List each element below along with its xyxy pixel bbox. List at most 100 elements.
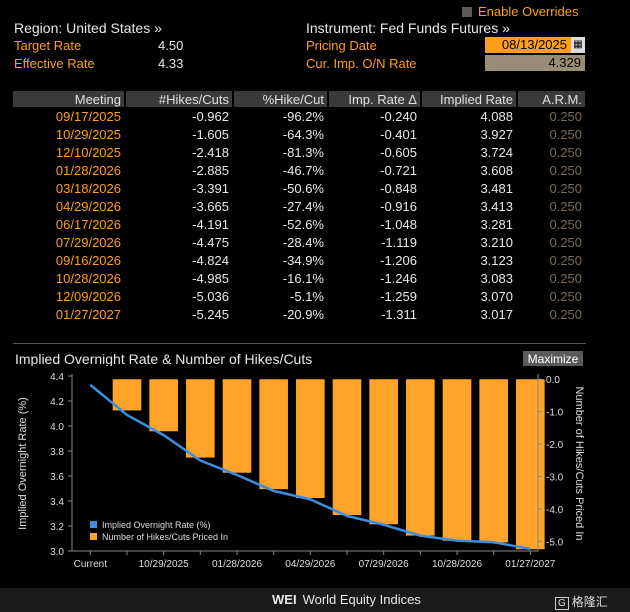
imp-rate-delta-value: -1.311 — [328, 305, 422, 323]
col-arm[interactable]: A.R.M. — [517, 91, 587, 107]
instrument-selector[interactable]: Instrument: Fed Funds Futures » — [306, 20, 510, 36]
imp-rate-delta-value: -1.119 — [328, 233, 422, 251]
implied-rate-value: 3.123 — [421, 251, 518, 269]
implied-rate-value: 3.083 — [421, 269, 518, 287]
y-tick-label-left: 4.4 — [50, 372, 64, 383]
bar — [516, 379, 545, 550]
legend-label: Implied Overnight Rate (%) — [102, 520, 211, 530]
table-row[interactable]: 01/27/2027 -5.245 -20.9% -1.311 3.017 0.250 — [13, 305, 587, 323]
enable-overrides-toggle[interactable]: Enable Overrides — [462, 4, 578, 19]
table-row[interactable]: 07/29/2026 -4.475 -28.4% -1.119 3.210 0.250 — [13, 233, 587, 251]
implied-rate-value: 3.724 — [421, 143, 518, 161]
footer-bar — [0, 588, 630, 612]
y-tick-label-right: 0.0 — [546, 375, 560, 386]
implied-rate-value: 3.608 — [421, 161, 518, 179]
y-tick-label-left: 4.0 — [50, 422, 64, 433]
arm-value: 0.250 — [517, 179, 587, 197]
pct-hike-cut-value: -96.2% — [233, 107, 329, 125]
imp-rate-delta-value: -1.259 — [328, 287, 422, 305]
bar — [296, 379, 325, 499]
meeting-date: 03/18/2026 — [13, 179, 126, 197]
footer-name: World Equity Indices — [302, 592, 421, 607]
table-row[interactable]: 10/29/2025 -1.605 -64.3% -0.401 3.927 0.250 — [13, 125, 587, 143]
y-tick-label-left: 3.4 — [50, 497, 64, 508]
bar — [222, 379, 252, 473]
imp-rate-delta-value: -1.048 — [328, 215, 422, 233]
meeting-date: 06/17/2026 — [13, 215, 126, 233]
arm-value: 0.250 — [517, 197, 587, 215]
watermark-text: 格隆汇 — [571, 595, 608, 609]
col-imp-rate-delta[interactable]: Imp. Rate Δ — [328, 91, 422, 107]
x-tick-label: 01/28/2026 — [212, 559, 262, 570]
x-tick-label: 04/29/2026 — [285, 559, 335, 570]
col-implied-rate[interactable]: Implied Rate — [421, 91, 518, 107]
effective-rate-value: 4.33 — [158, 56, 184, 71]
effective-rate-label: Effective Rate — [14, 56, 95, 71]
implied-rate-value: 3.281 — [421, 215, 518, 233]
enable-overrides-label: Enable Overrides — [478, 4, 579, 19]
footer-label: WEI World Equity Indices — [272, 592, 421, 607]
section-divider — [13, 343, 586, 344]
meeting-date: 07/29/2026 — [13, 233, 126, 251]
hikes-cuts-value: -5.036 — [125, 287, 234, 305]
meeting-date: 09/16/2026 — [13, 251, 126, 269]
pricing-date-label: Pricing Date — [306, 38, 377, 53]
col-pct-hike-cut[interactable]: %Hike/Cut — [233, 91, 329, 107]
pct-hike-cut-value: -27.4% — [233, 197, 329, 215]
pct-hike-cut-value: -5.1% — [233, 287, 329, 305]
arm-value: 0.250 — [517, 143, 587, 161]
pct-hike-cut-value: -46.7% — [233, 161, 329, 179]
imp-rate-delta-value: -0.401 — [328, 125, 422, 143]
y-axis-title-right: Number of Hikes/Cuts Priced In — [573, 386, 585, 540]
calendar-icon[interactable]: ▦ — [571, 37, 585, 53]
imp-rate-delta-value: -0.848 — [328, 179, 422, 197]
x-tick-label: 07/29/2026 — [359, 559, 409, 570]
bar — [259, 379, 288, 490]
col-hikes-cuts[interactable]: #Hikes/Cuts — [125, 91, 234, 107]
hikes-cuts-value: -5.245 — [125, 305, 234, 323]
arm-value: 0.250 — [517, 269, 587, 287]
arm-value: 0.250 — [517, 305, 587, 323]
implied-rate-value: 3.413 — [421, 197, 518, 215]
table-row[interactable]: 04/29/2026 -3.665 -27.4% -0.916 3.413 0.250 — [13, 197, 587, 215]
y-tick-label-left: 3.0 — [50, 547, 64, 558]
table-row[interactable]: 06/17/2026 -4.191 -52.6% -1.048 3.281 0.250 — [13, 215, 587, 233]
y-tick-label-right: -2.0 — [546, 440, 564, 451]
checkbox-icon[interactable] — [462, 7, 472, 17]
hikes-cuts-value: -3.665 — [125, 197, 234, 215]
hikes-cuts-value: -2.418 — [125, 143, 234, 161]
implied-rate-value: 3.210 — [421, 233, 518, 251]
col-meeting[interactable]: Meeting — [13, 91, 126, 107]
bar — [149, 379, 178, 432]
x-tick-label: 01/27/2027 — [505, 559, 555, 570]
on-rate-input[interactable]: 4.329 — [485, 55, 585, 71]
meeting-date: 09/17/2025 — [13, 107, 126, 125]
y-tick-label-left: 4.2 — [50, 397, 64, 408]
bar — [112, 379, 142, 411]
arm-value: 0.250 — [517, 161, 587, 179]
table-row[interactable]: 12/10/2025 -2.418 -81.3% -0.605 3.724 0.250 — [13, 143, 587, 161]
pct-hike-cut-value: -52.6% — [233, 215, 329, 233]
hikes-cuts-value: -1.605 — [125, 125, 234, 143]
hikes-cuts-value: -2.885 — [125, 161, 234, 179]
y-tick-label-right: -5.0 — [546, 537, 564, 548]
arm-value: 0.250 — [517, 251, 587, 269]
table-row[interactable]: 09/17/2025 -0.962 -96.2% -0.240 4.088 0.250 — [13, 107, 587, 125]
table-row[interactable]: 01/28/2026 -2.885 -46.7% -0.721 3.608 0.250 — [13, 161, 587, 179]
bar — [479, 379, 508, 543]
maximize-button[interactable]: Maximize — [523, 351, 583, 367]
table-row[interactable]: 10/28/2026 -4.985 -16.1% -1.246 3.083 0.250 — [13, 269, 587, 287]
x-tick-label: 10/29/2025 — [139, 559, 189, 570]
table-row[interactable]: 03/18/2026 -3.391 -50.6% -0.848 3.481 0.250 — [13, 179, 587, 197]
pricing-date-input[interactable]: 08/13/2025 — [485, 37, 571, 53]
region-selector[interactable]: Region: United States » — [14, 20, 162, 36]
y-tick-label-right: -4.0 — [546, 505, 564, 516]
table-row[interactable]: 12/09/2026 -5.036 -5.1% -1.259 3.070 0.250 — [13, 287, 587, 305]
legend-box — [86, 518, 248, 546]
table-row[interactable]: 09/16/2026 -4.824 -34.9% -1.206 3.123 0.250 — [13, 251, 587, 269]
pct-hike-cut-value: -28.4% — [233, 233, 329, 251]
pct-hike-cut-value: -34.9% — [233, 251, 329, 269]
arm-value: 0.250 — [517, 233, 587, 251]
meeting-date: 12/10/2025 — [13, 143, 126, 161]
legend-swatch — [90, 533, 97, 540]
